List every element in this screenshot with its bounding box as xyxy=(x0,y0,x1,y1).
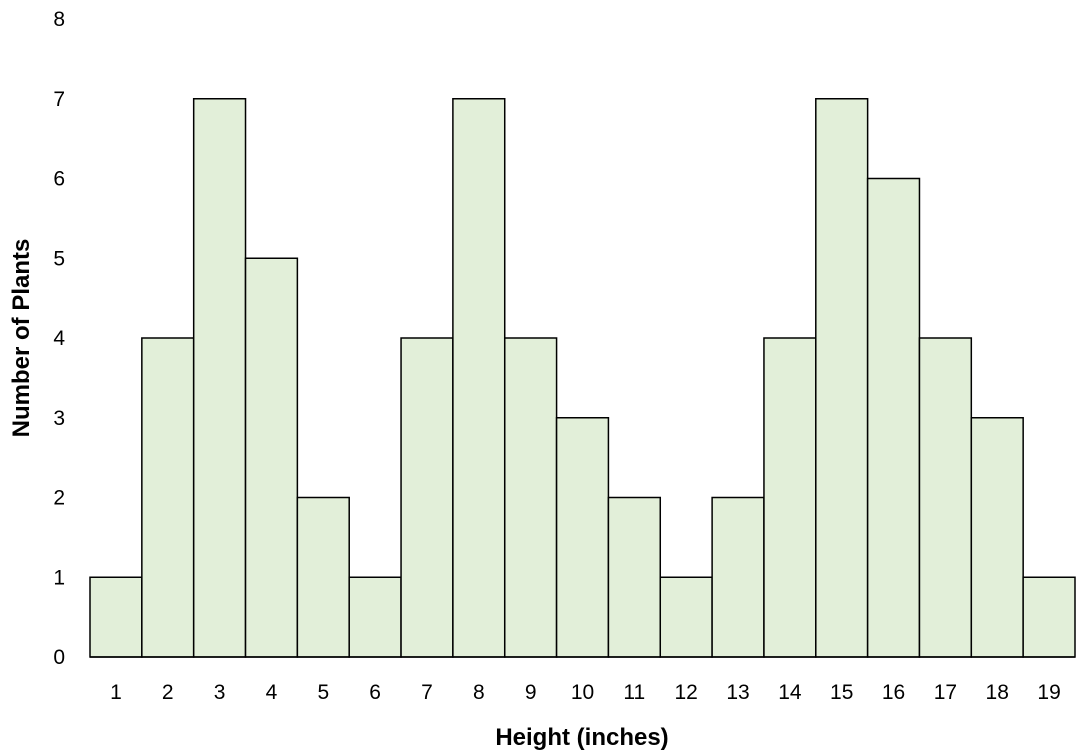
x-tick-label: 14 xyxy=(778,681,802,704)
bar-4 xyxy=(244,257,299,658)
y-tick-label: 7 xyxy=(53,88,65,111)
bar-13 xyxy=(711,496,765,658)
bar-11 xyxy=(607,496,662,658)
x-tick-label: 19 xyxy=(1037,681,1060,704)
bar-1 xyxy=(89,576,143,658)
bars-layer xyxy=(89,98,1076,658)
x-tick-label: 5 xyxy=(317,681,329,704)
bar-17 xyxy=(918,337,973,658)
x-tick-label: 15 xyxy=(830,681,853,704)
x-tick-label: 11 xyxy=(623,681,645,704)
x-tick-label: 3 xyxy=(214,681,226,704)
bar-8 xyxy=(452,98,506,658)
y-tick-label: 0 xyxy=(53,646,65,669)
x-tick-label: 10 xyxy=(571,681,594,704)
x-tick-label: 8 xyxy=(473,681,485,704)
x-axis-title: Height (inches) xyxy=(495,724,668,751)
x-tick-label: 7 xyxy=(421,681,433,704)
y-tick-label: 8 xyxy=(53,8,65,31)
bar-15 xyxy=(815,98,869,658)
bar-18 xyxy=(970,417,1024,658)
x-tick-label: 16 xyxy=(882,681,905,704)
x-tick-label: 6 xyxy=(369,681,381,704)
y-tick-label: 1 xyxy=(53,566,65,589)
bar-2 xyxy=(141,337,195,658)
bar-14 xyxy=(763,337,817,658)
x-tick-label: 1 xyxy=(110,681,122,704)
y-tick-label: 4 xyxy=(53,327,65,350)
y-tick-label: 2 xyxy=(53,487,65,510)
bar-10 xyxy=(555,417,610,658)
bar-12 xyxy=(659,576,713,658)
bar-6 xyxy=(348,576,402,658)
y-tick-labels: 0 1 2 3 4 5 6 7 8 xyxy=(53,8,65,669)
bar-5 xyxy=(296,496,350,658)
x-tick-label: 13 xyxy=(726,681,749,704)
x-tick-label: 9 xyxy=(525,681,537,704)
y-tick-label: 5 xyxy=(53,247,65,270)
x-tick-label: 4 xyxy=(266,681,278,704)
y-tick-label: 3 xyxy=(53,407,65,430)
bar-3 xyxy=(192,98,247,658)
x-tick-label: 2 xyxy=(162,681,174,704)
bar-16 xyxy=(866,177,921,658)
x-tick-labels: 1 2 3 4 5 6 7 8 9 10 11 12 13 14 15 16 17 18 19 xyxy=(110,681,1061,704)
bar-9 xyxy=(503,337,558,658)
x-tick-label: 17 xyxy=(934,681,957,704)
y-tick-label: 6 xyxy=(53,168,65,191)
bar-7 xyxy=(400,337,454,658)
bar-19 xyxy=(1022,576,1076,658)
x-tick-label: 12 xyxy=(675,681,698,704)
x-tick-label: 18 xyxy=(986,681,1009,704)
y-axis-title: Number of Plants xyxy=(8,239,35,438)
